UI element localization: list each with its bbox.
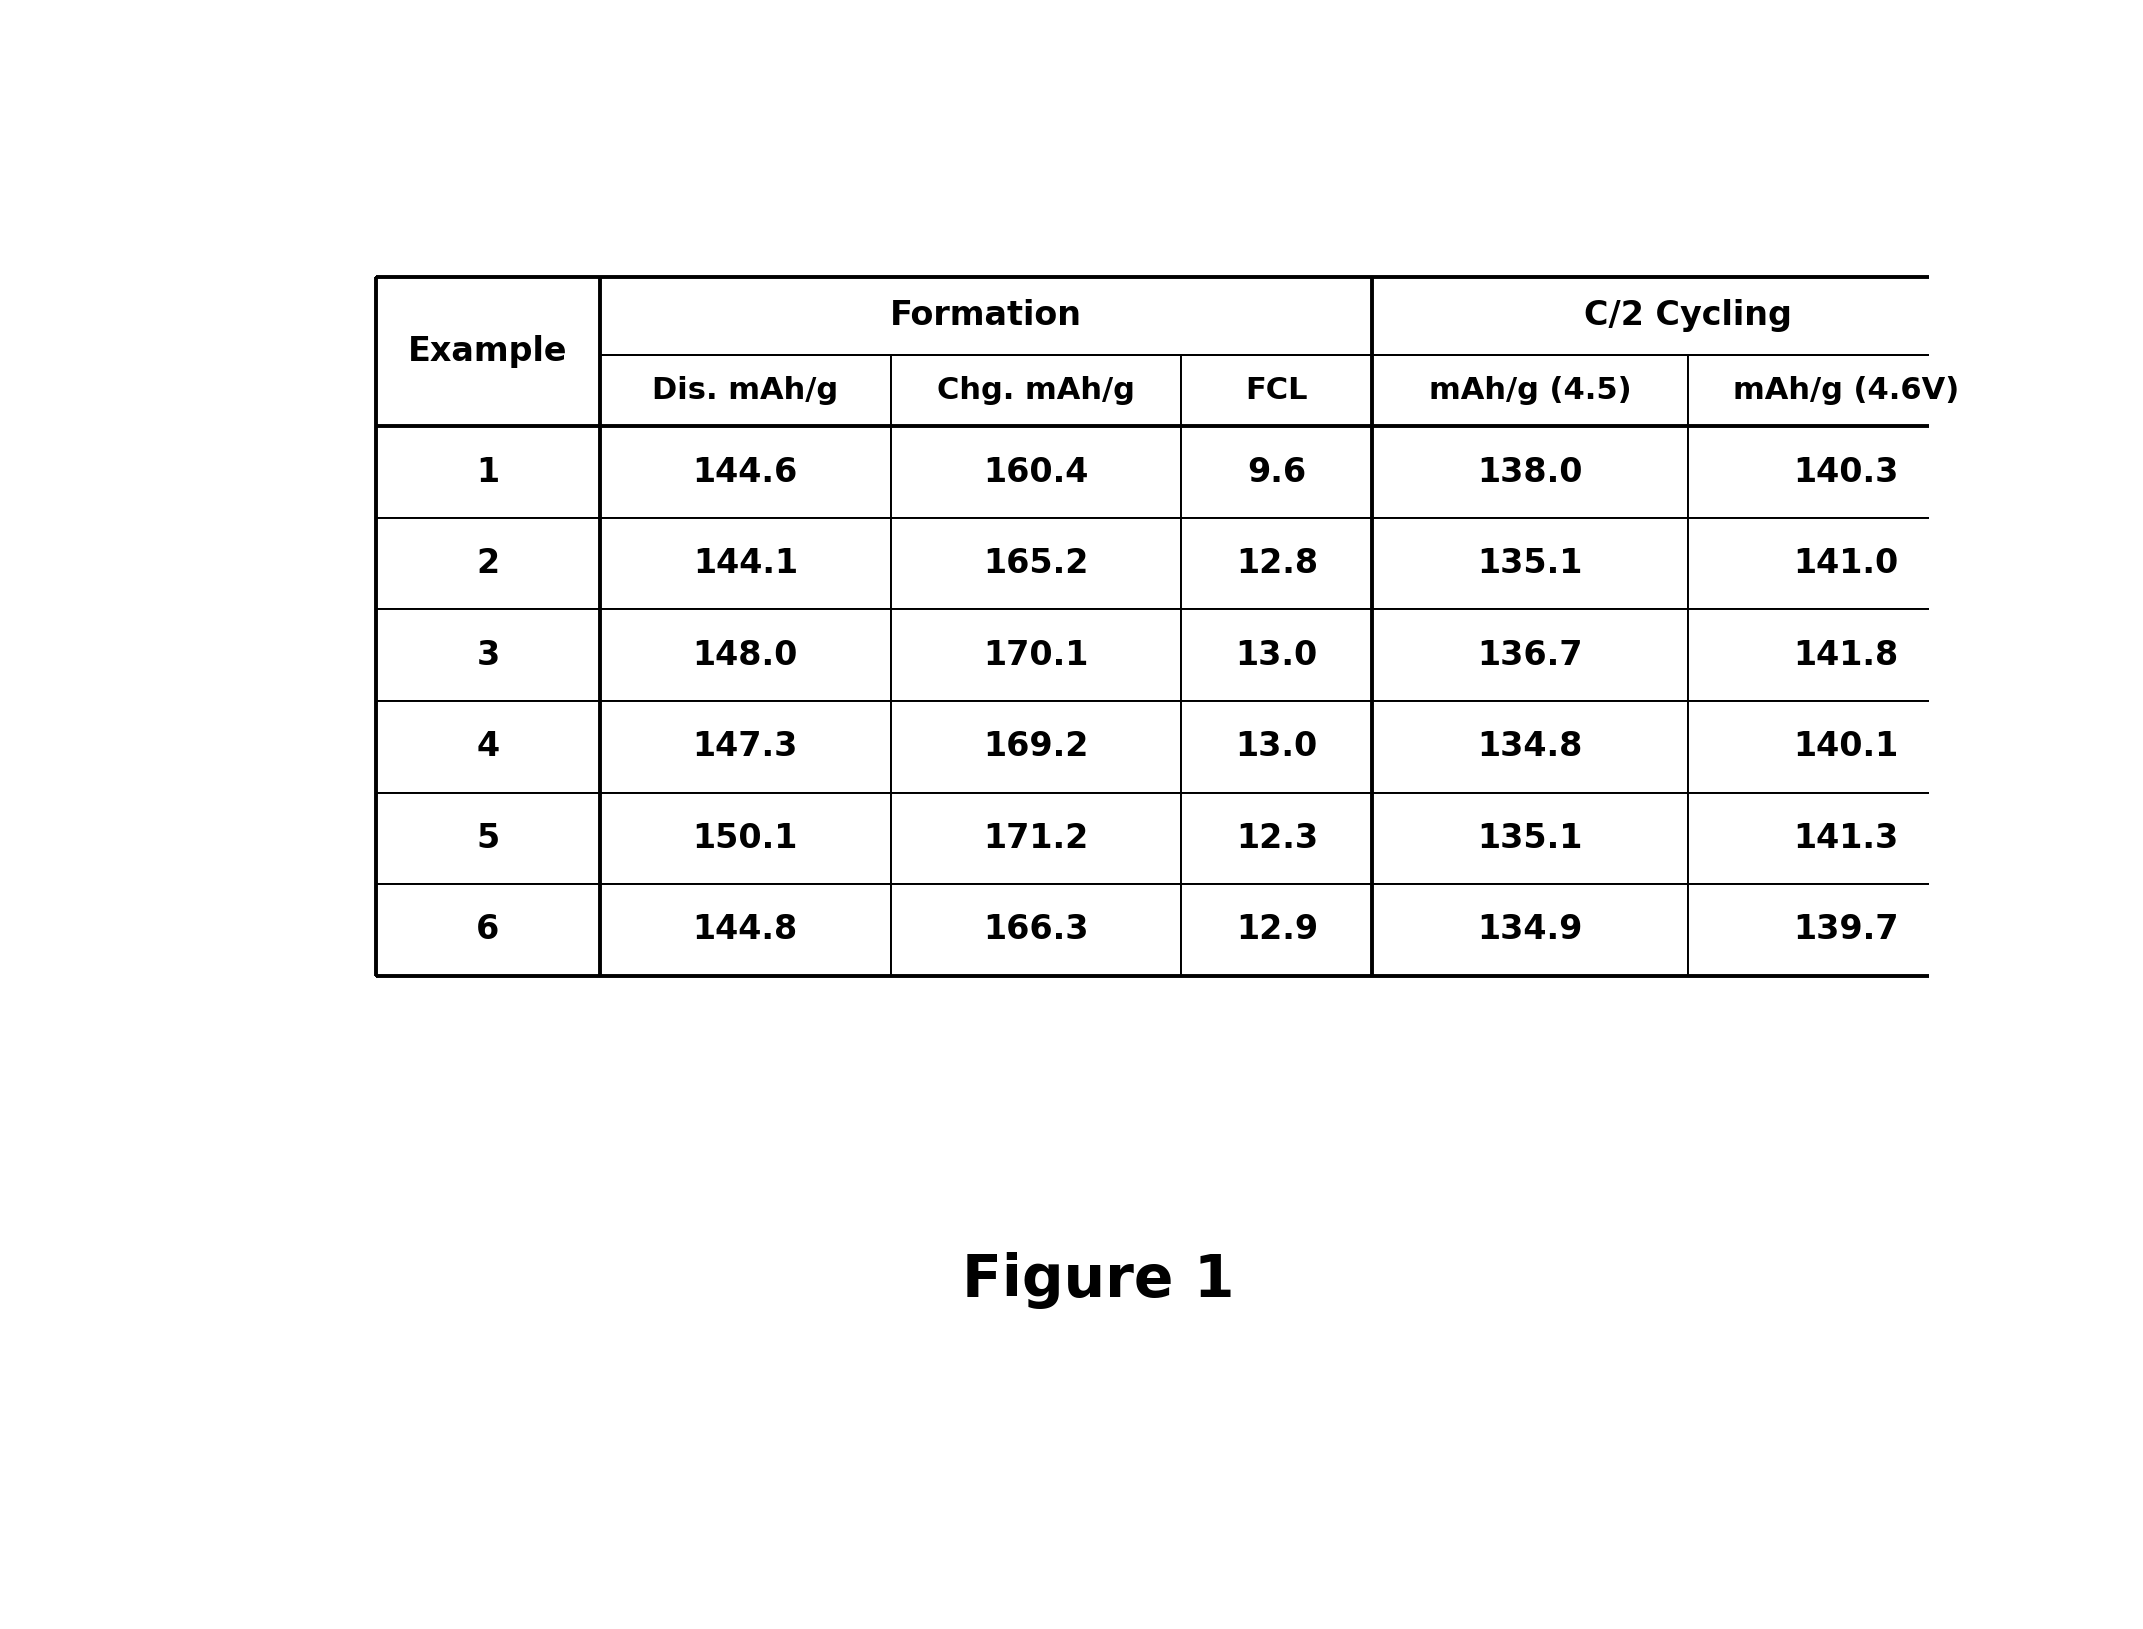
Text: 140.3: 140.3 [1794,456,1899,489]
Bar [891,427,1181,518]
Bar [1181,609,1372,700]
Bar [891,355,1181,427]
Bar [1181,518,1372,609]
Text: mAh/g (4.5): mAh/g (4.5) [1429,376,1631,406]
Text: 171.2: 171.2 [984,821,1089,855]
Bar [375,277,600,427]
Text: C/2 Cycling: C/2 Cycling [1584,300,1792,332]
Bar [600,277,1372,355]
Text: 9.6: 9.6 [1247,456,1307,489]
Bar [600,355,891,427]
Bar [1181,427,1372,518]
Bar [1689,793,2004,885]
Text: 13.0: 13.0 [1237,639,1318,671]
Text: 144.8: 144.8 [692,914,797,946]
Text: 170.1: 170.1 [984,639,1089,671]
Bar [891,609,1181,700]
Text: 1: 1 [476,456,499,489]
Text: mAh/g (4.6V): mAh/g (4.6V) [1732,376,1959,406]
Bar [1181,700,1372,793]
Bar [891,885,1181,976]
Bar [1372,793,1689,885]
Bar [1181,355,1372,427]
Text: 139.7: 139.7 [1794,914,1899,946]
Text: 166.3: 166.3 [984,914,1089,946]
Bar [1372,427,1689,518]
Text: Dis. mAh/g: Dis. mAh/g [651,376,838,406]
Text: 134.8: 134.8 [1477,730,1584,764]
Text: 12.3: 12.3 [1237,821,1318,855]
Text: Chg. mAh/g: Chg. mAh/g [936,376,1136,406]
Text: 150.1: 150.1 [692,821,797,855]
Text: 12.8: 12.8 [1237,547,1318,580]
Bar [1689,427,2004,518]
Bar [891,793,1181,885]
Bar [375,885,600,976]
Text: 148.0: 148.0 [692,639,797,671]
Text: Example: Example [407,336,568,368]
Text: 141.8: 141.8 [1794,639,1899,671]
Text: 141.0: 141.0 [1794,547,1899,580]
Bar [600,518,891,609]
Bar [1372,355,1689,427]
Bar [1689,700,2004,793]
Text: FCL: FCL [1245,376,1307,406]
Bar [600,427,891,518]
Bar [600,885,891,976]
Text: 144.6: 144.6 [692,456,797,489]
Text: 144.1: 144.1 [692,547,797,580]
Bar [1372,277,2004,355]
Bar [891,700,1181,793]
Text: 138.0: 138.0 [1477,456,1584,489]
Bar [375,609,600,700]
Bar [1689,885,2004,976]
Text: 135.1: 135.1 [1477,821,1584,855]
Text: 135.1: 135.1 [1477,547,1584,580]
Bar [1689,518,2004,609]
Text: 5: 5 [476,821,499,855]
Bar [891,518,1181,609]
Text: 169.2: 169.2 [984,730,1089,764]
Text: 4: 4 [476,730,499,764]
Text: 12.9: 12.9 [1237,914,1318,946]
Bar [1372,518,1689,609]
Text: 134.9: 134.9 [1477,914,1584,946]
Text: 13.0: 13.0 [1237,730,1318,764]
Bar [1689,355,2004,427]
Text: 141.3: 141.3 [1794,821,1899,855]
Text: Formation: Formation [889,300,1082,332]
Bar [1689,609,2004,700]
Text: 165.2: 165.2 [984,547,1089,580]
Text: 140.1: 140.1 [1794,730,1899,764]
Bar [600,609,891,700]
Text: 136.7: 136.7 [1477,639,1584,671]
Bar [1372,609,1689,700]
Bar [375,277,2004,976]
Bar [375,793,600,885]
Bar [1181,885,1372,976]
Text: 6: 6 [476,914,499,946]
Bar [375,700,600,793]
Text: 2: 2 [476,547,499,580]
Bar [600,700,891,793]
Bar [1372,700,1689,793]
Text: 147.3: 147.3 [692,730,797,764]
Text: 3: 3 [476,639,499,671]
Bar [375,427,600,518]
Bar [1372,885,1689,976]
Bar [375,518,600,609]
Text: Figure 1: Figure 1 [962,1253,1234,1310]
Text: 160.4: 160.4 [984,456,1089,489]
Bar [1181,793,1372,885]
Bar [600,793,891,885]
